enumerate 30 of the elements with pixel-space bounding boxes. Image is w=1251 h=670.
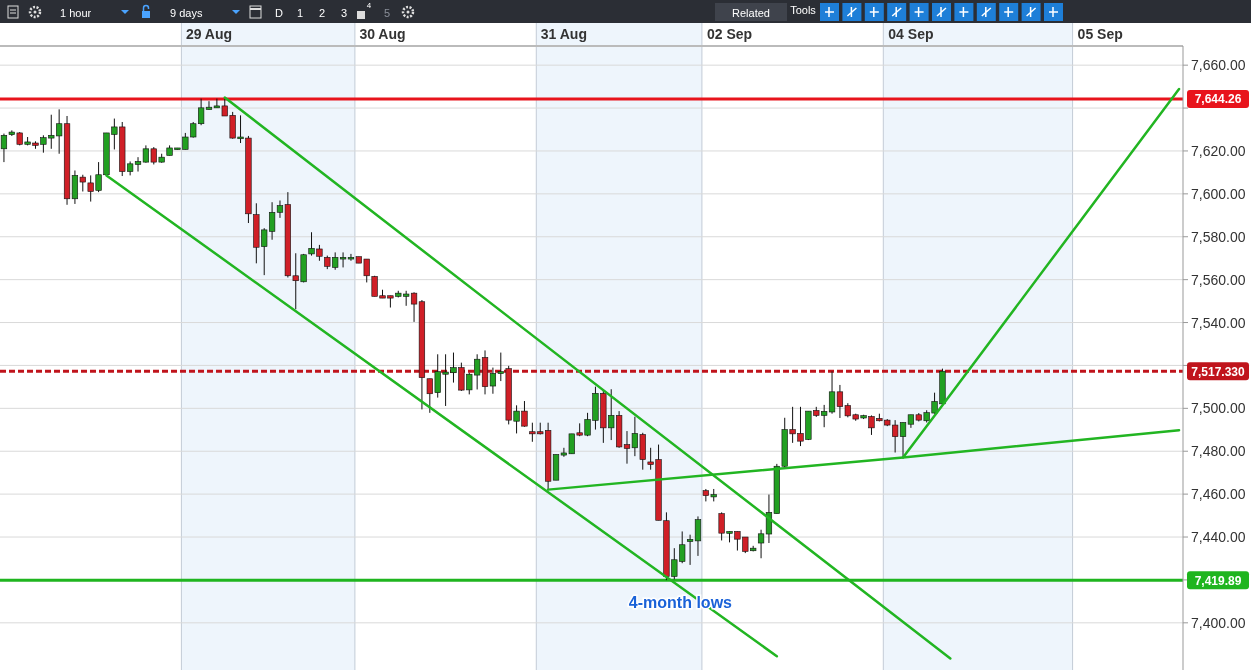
text: 9 days (170, 7, 203, 19)
y-tick-label: 7,600.00 (1191, 185, 1246, 202)
ref-line-label: 7,419.89 (1194, 573, 1242, 588)
x-tick-label: 30 Aug (359, 26, 406, 42)
text: Related (732, 7, 770, 19)
text: 3 (340, 7, 348, 19)
ref-line-label: 7,644.26 (1194, 92, 1242, 107)
x-tick-label: 29 Aug (185, 26, 233, 42)
y-tick-label: 7,580.00 (1191, 228, 1246, 245)
text: D (275, 7, 284, 19)
ref-line-label: 7,517.330 (1191, 364, 1246, 379)
y-tick-label: 7,540.00 (1191, 314, 1246, 331)
x-tick-label: 05 Sep (1077, 26, 1123, 42)
text: 5 (383, 7, 391, 19)
text: Tools (790, 4, 817, 16)
y-tick-label: 7,480.00 (1191, 443, 1246, 460)
text: 4 (366, 1, 372, 10)
x-tick-label: 31 Aug (540, 26, 587, 42)
y-tick-label: 7,400.00 (1191, 614, 1246, 631)
y-tick-label: 7,620.00 (1191, 142, 1246, 159)
text: 1 (296, 7, 304, 19)
y-tick-label: 7,660.00 (1191, 57, 1246, 74)
x-tick-label: 02 Sep (706, 26, 753, 42)
y-tick-label: 7,560.00 (1191, 271, 1246, 288)
text: 2 (318, 7, 326, 19)
y-tick-label: 7,440.00 (1191, 529, 1246, 546)
text: 1 hour (60, 7, 92, 19)
y-tick-label: 7,460.00 (1191, 486, 1246, 503)
x-tick-label: 04 Sep (888, 26, 934, 42)
y-tick-label: 7,500.00 (1191, 400, 1246, 417)
